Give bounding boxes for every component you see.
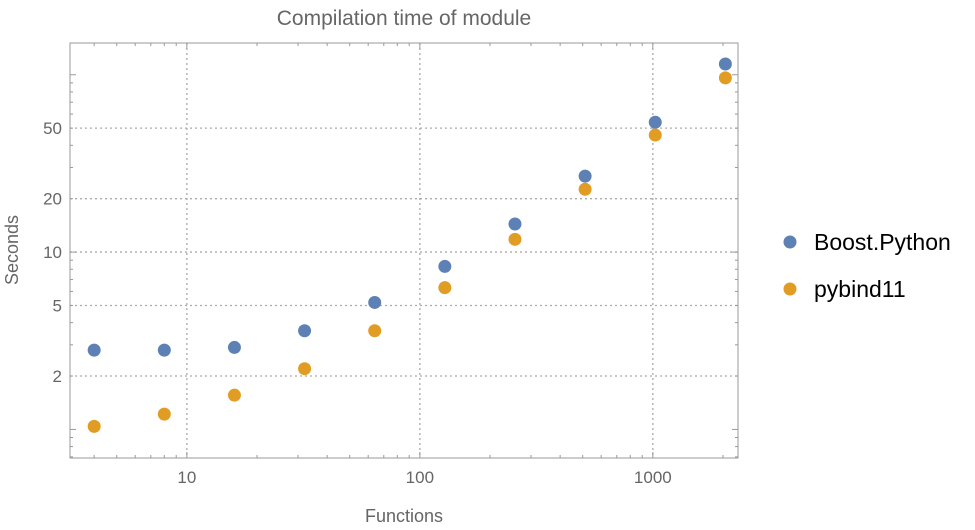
data-point-boost-python — [157, 343, 171, 357]
data-point-pybind11 — [648, 128, 662, 142]
data-point-pybind11 — [718, 71, 732, 85]
data-point-boost-python — [508, 217, 522, 231]
legend: Boost.Python pybind11 — [783, 229, 951, 302]
data-point-boost-python — [227, 340, 241, 354]
data-point-boost-python — [648, 115, 662, 129]
axis-ticks: 10 100 1000 2 5 10 20 50 — [43, 43, 738, 487]
data-point-pybind11 — [227, 388, 241, 402]
legend-marker-boost-python — [783, 235, 797, 249]
x-tick-label: 1000 — [634, 468, 672, 487]
y-axis-label: Seconds — [2, 215, 22, 285]
y-tick-label: 10 — [43, 243, 62, 262]
y-tick-label: 5 — [53, 296, 62, 315]
data-point-pybind11 — [508, 232, 522, 246]
legend-label-pybind11: pybind11 — [814, 276, 906, 302]
data-point-pybind11 — [368, 324, 382, 338]
legend-label-boost-python: Boost.Python — [814, 229, 951, 255]
grid-lines — [70, 43, 738, 458]
chart-title: Compilation time of module — [277, 7, 531, 30]
data-point-boost-python — [298, 324, 312, 338]
x-tick-label: 10 — [177, 468, 196, 487]
data-point-boost-python — [438, 259, 452, 273]
x-tick-label: 100 — [406, 468, 434, 487]
x-axis-label: Functions — [365, 506, 443, 525]
data-points — [87, 57, 732, 433]
data-point-boost-python — [87, 343, 101, 357]
data-point-boost-python — [718, 57, 732, 71]
data-point-pybind11 — [157, 407, 171, 421]
data-point-pybind11 — [438, 281, 452, 295]
y-tick-label: 20 — [43, 190, 62, 209]
data-point-boost-python — [578, 169, 592, 183]
legend-marker-pybind11 — [783, 282, 797, 296]
data-point-pybind11 — [87, 419, 101, 433]
plot-frame — [69, 42, 739, 459]
y-tick-label: 2 — [53, 367, 62, 386]
y-tick-label: 50 — [43, 119, 62, 138]
data-point-boost-python — [368, 295, 382, 309]
data-point-pybind11 — [578, 182, 592, 196]
data-point-pybind11 — [298, 362, 312, 376]
